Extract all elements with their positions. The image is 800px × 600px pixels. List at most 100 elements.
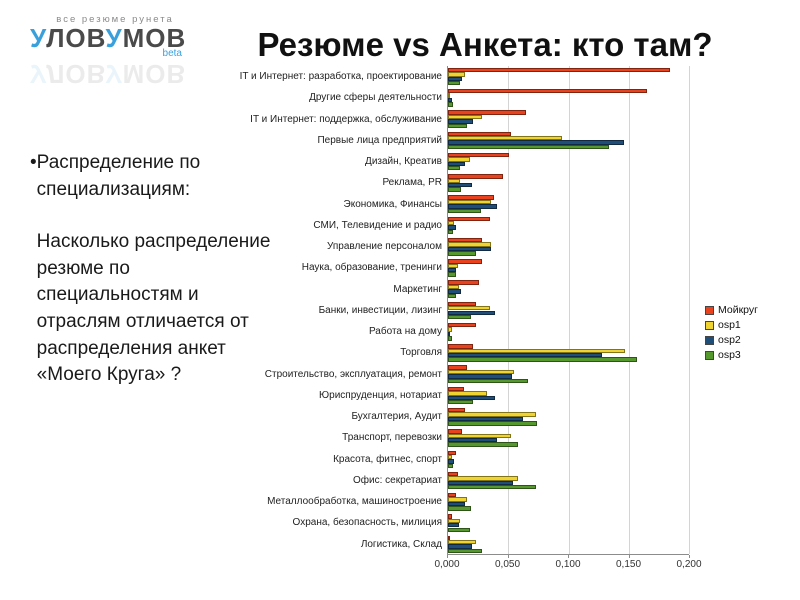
bar-osp3 [448, 123, 468, 128]
gridline [568, 66, 570, 554]
x-tick-mark [689, 555, 690, 558]
logo-name-part: ЛОВ [46, 59, 106, 89]
bar-osp3 [448, 293, 457, 299]
legend-swatch [705, 320, 714, 330]
bar-osp1 [448, 306, 491, 311]
bar-osp2 [448, 438, 498, 443]
bullet-text: Распределение по специализациям: Насколь… [37, 150, 275, 389]
category-label: Транспорт, перевозки [342, 432, 442, 444]
bar-osp3 [448, 399, 474, 405]
category-label: Дизайн, Креатив [365, 156, 442, 168]
bar-osp1 [448, 178, 461, 183]
bar-Мойкруг [448, 259, 482, 264]
bar-osp2 [448, 140, 624, 145]
bar-osp1 [448, 284, 459, 290]
bullet-line-1: Распределение по специализациям: [36, 152, 201, 200]
bar-osp1 [448, 497, 468, 502]
category-label: Экономика, Финансы [343, 198, 442, 210]
bullet-block: • Распределение по специализациям: Наско… [30, 150, 275, 389]
category-label: Маркетинг [393, 283, 442, 295]
bar-osp1 [448, 221, 455, 226]
legend-item: osp2 [705, 334, 758, 346]
bar-osp3 [448, 463, 453, 469]
bar-Мойкруг [448, 174, 504, 179]
bar-osp3 [448, 442, 518, 447]
category-label: Торговля [400, 347, 442, 359]
bar-osp2 [448, 523, 459, 528]
logo-wordmark-reflection: УЛОВУМОВ [30, 59, 200, 89]
bar-osp1 [448, 454, 452, 460]
bar-Мойкруг [448, 408, 465, 413]
bar-osp3 [448, 187, 462, 192]
category-label: Работа на дому [368, 326, 442, 338]
x-tick-label: 0,100 [555, 559, 581, 570]
bar-osp2 [448, 97, 452, 103]
bar-osp2 [448, 161, 465, 167]
legend-item: osp1 [705, 319, 758, 331]
bar-osp3 [448, 208, 481, 213]
legend-label: Мойкруг [718, 304, 758, 316]
bar-osp2 [448, 267, 457, 273]
category-label: Банки, инвестиции, лизинг [318, 304, 442, 316]
bar-osp3 [448, 81, 461, 86]
bar-osp1 [448, 369, 515, 375]
bar-osp3 [448, 144, 610, 150]
gridline [508, 66, 510, 554]
legend-swatch [705, 305, 714, 315]
bar-Мойкруг [448, 131, 511, 136]
logo-beta-label: beta [162, 48, 182, 59]
chart-x-axis: 0,000 0,050 0,100 0,150 0,200 [434, 555, 702, 571]
bar-osp3 [448, 378, 528, 384]
bar-Мойкруг [448, 322, 476, 328]
gridline [628, 66, 630, 554]
bar-Мойкруг [448, 429, 463, 434]
ulovumov-logo: все резюме рунета УЛОВУМОВ beta УЛОВУМОВ [30, 14, 200, 89]
bar-osp1 [448, 263, 458, 268]
bar-osp2 [448, 204, 498, 209]
bar-Мойкруг [448, 89, 647, 94]
logo-main: все резюме рунета УЛОВУМОВ beta [30, 14, 200, 59]
category-label: IT и Интернет: разработка, проектировани… [239, 71, 442, 83]
chart-plot-area [447, 66, 690, 555]
bar-Мойкруг [448, 152, 510, 158]
bar-osp2 [448, 480, 514, 485]
logo-wordmark: УЛОВУМОВ [30, 25, 200, 51]
bar-Мойкруг [448, 301, 476, 307]
bar-osp1 [448, 518, 461, 524]
bar-osp3 [448, 102, 453, 107]
bar-Мойкруг [448, 280, 480, 285]
category-label: Другие сферы деятельности [309, 92, 442, 104]
bar-Мойкруг [448, 216, 491, 222]
x-tick-mark [568, 555, 569, 558]
bar-osp3 [448, 527, 470, 532]
logo-name-part: У [105, 59, 123, 89]
chart-body: IT и Интернет: разработка, проектировани… [232, 66, 758, 555]
category-label: Первые лица предприятий [317, 134, 442, 146]
bar-Мойкруг [448, 450, 457, 455]
bar-osp3 [448, 314, 471, 320]
bar-osp3 [448, 229, 453, 235]
chart-legend: Мойкруг osp1 osp2 osp3 [705, 304, 758, 364]
logo-name-part: У [30, 59, 47, 89]
bar-osp3 [448, 251, 476, 256]
x-tick-mark [447, 555, 448, 558]
bar-osp1 [448, 136, 563, 141]
bar-osp2 [448, 544, 473, 549]
bar-osp3 [448, 421, 538, 426]
chart-category-labels: IT и Интернет: разработка, проектировани… [232, 66, 447, 555]
category-label: Логистика, Склад [360, 538, 442, 550]
category-label: Офис: секретариат [353, 474, 442, 486]
x-tick-label: 0,000 [434, 559, 460, 570]
bar-osp1 [448, 114, 482, 120]
logo-name-part: ЛОВ [46, 23, 106, 53]
x-tick-mark [628, 555, 630, 558]
bar-Мойкруг [448, 493, 457, 498]
bar-osp3 [448, 548, 482, 554]
bar-Мойкруг [448, 344, 474, 349]
bar-osp1 [448, 93, 451, 98]
bar-osp3 [448, 506, 471, 511]
bar-osp2 [448, 289, 462, 294]
legend-swatch [705, 335, 714, 345]
legend-label: osp1 [718, 319, 741, 331]
bar-osp2 [448, 459, 455, 464]
